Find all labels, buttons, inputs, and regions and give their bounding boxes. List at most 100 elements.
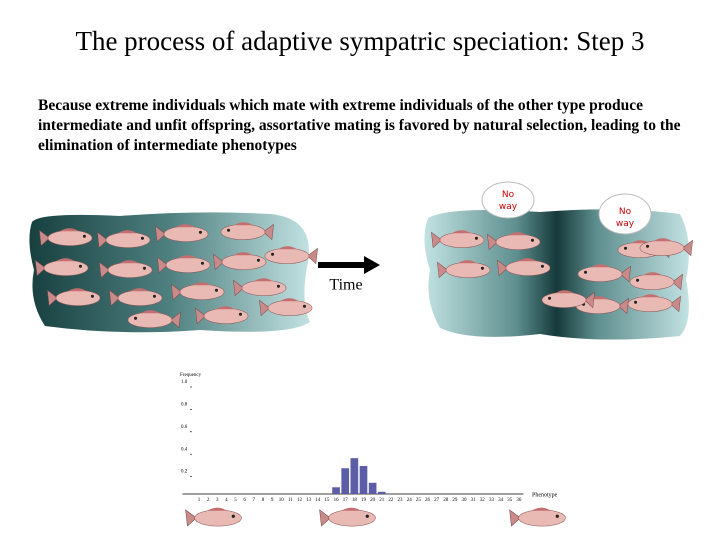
fish-fin bbox=[641, 294, 661, 298]
fish-eye bbox=[134, 316, 138, 320]
fish-body bbox=[267, 300, 313, 316]
fish-body bbox=[105, 232, 151, 248]
fish-fin bbox=[177, 255, 197, 259]
fish bbox=[319, 507, 376, 527]
fish-tail bbox=[619, 265, 631, 283]
fish bbox=[109, 288, 163, 307]
y-tick-label: 0.4 bbox=[181, 447, 188, 452]
y-tick-label: 0.8 bbox=[181, 403, 188, 408]
fish bbox=[497, 258, 551, 277]
x-tick-label: 3 bbox=[216, 498, 219, 503]
x-tick-label: 7 bbox=[253, 498, 256, 503]
fish bbox=[259, 298, 313, 317]
fish-eye bbox=[584, 270, 588, 274]
fish-eye bbox=[256, 258, 260, 262]
fish-eye bbox=[198, 230, 202, 234]
fish-tail bbox=[431, 231, 443, 249]
fish-body bbox=[220, 224, 266, 240]
fish-eye bbox=[227, 228, 231, 232]
fish-fin bbox=[517, 258, 537, 262]
fish-body bbox=[55, 290, 101, 306]
fish-body bbox=[107, 262, 153, 278]
fish-body bbox=[221, 254, 267, 270]
x-tick-label: 26 bbox=[425, 498, 431, 503]
fish bbox=[627, 294, 681, 313]
fish-eye bbox=[480, 266, 484, 270]
fish-tail bbox=[39, 229, 51, 247]
x-tick-label: 20 bbox=[370, 498, 376, 503]
fish-tail bbox=[437, 261, 449, 279]
fish bbox=[39, 228, 93, 247]
fish-tail bbox=[35, 259, 47, 277]
fish-eye bbox=[365, 514, 369, 518]
fish-eye bbox=[90, 294, 94, 298]
fish-eye bbox=[142, 266, 146, 270]
fish-body bbox=[165, 257, 211, 273]
fish bbox=[437, 260, 491, 279]
fish-body bbox=[127, 312, 173, 328]
fish-eye bbox=[276, 284, 280, 288]
fish-fin bbox=[451, 230, 471, 234]
fish-tail bbox=[195, 307, 207, 325]
fish-tail bbox=[319, 509, 331, 527]
fish-body bbox=[117, 290, 163, 306]
fish-body bbox=[328, 509, 376, 527]
fish-tail bbox=[109, 289, 121, 307]
fish-body bbox=[629, 274, 675, 290]
fish-fin bbox=[457, 260, 477, 264]
x-tick-label: 28 bbox=[443, 498, 449, 503]
fish-tail bbox=[681, 239, 693, 257]
fish-tail bbox=[259, 299, 271, 317]
bar bbox=[350, 458, 359, 494]
bar bbox=[332, 487, 340, 494]
y-tick-label: 0.6 bbox=[181, 425, 188, 430]
fish bbox=[509, 507, 566, 527]
arrow-label: Time bbox=[329, 277, 362, 294]
fish-tail bbox=[185, 509, 197, 527]
fish-fin bbox=[531, 507, 551, 511]
x-tick-label: 25 bbox=[416, 498, 422, 503]
fish-eye bbox=[624, 246, 628, 250]
fish-fin bbox=[55, 258, 75, 262]
x-tick-label: 23 bbox=[398, 498, 404, 503]
fish-body bbox=[203, 308, 249, 324]
fish-tail bbox=[155, 225, 167, 243]
x-tick-label: 11 bbox=[288, 498, 293, 503]
fish-eye bbox=[302, 304, 306, 308]
fish-tail bbox=[671, 273, 683, 291]
fish-eye bbox=[231, 514, 235, 518]
fish-fin bbox=[175, 224, 195, 228]
fish-fin bbox=[207, 507, 227, 511]
fish-eye bbox=[82, 234, 86, 238]
fish bbox=[639, 238, 693, 257]
bubble-text: No way bbox=[615, 207, 635, 229]
fish bbox=[213, 252, 267, 271]
fish-tail bbox=[97, 231, 109, 249]
fish bbox=[233, 278, 287, 297]
fish-body bbox=[43, 260, 89, 276]
y-tick-label: 1.0 bbox=[181, 380, 188, 385]
fish-fin bbox=[233, 252, 253, 256]
fish-fin bbox=[67, 288, 87, 292]
fish-fin bbox=[117, 230, 137, 234]
fish-fin bbox=[253, 278, 273, 282]
fish-body bbox=[495, 234, 541, 250]
fish-fin bbox=[215, 306, 235, 310]
fish-fin bbox=[507, 232, 527, 236]
x-tick-label: 35 bbox=[507, 498, 513, 503]
fish bbox=[99, 260, 153, 279]
fish-body bbox=[445, 262, 491, 278]
x-tick-label: 8 bbox=[262, 498, 265, 503]
fish-eye bbox=[152, 294, 156, 298]
fish-tail bbox=[306, 247, 318, 265]
y-tick-label: 0.2 bbox=[181, 470, 188, 475]
fish-eye bbox=[200, 261, 204, 265]
fish-body bbox=[541, 292, 587, 308]
fish-tail bbox=[233, 279, 245, 297]
fish-fin bbox=[129, 288, 149, 292]
fish bbox=[127, 310, 181, 329]
fish-body bbox=[179, 284, 225, 300]
fish bbox=[35, 258, 89, 277]
